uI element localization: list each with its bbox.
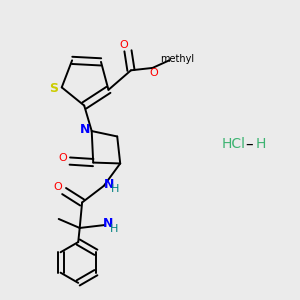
Text: O: O: [150, 68, 158, 78]
Text: S: S: [49, 82, 58, 95]
Text: methyl: methyl: [160, 54, 194, 64]
Text: H: H: [111, 184, 119, 194]
Text: –: –: [245, 136, 253, 152]
Text: H: H: [110, 224, 118, 234]
Text: HCl: HCl: [222, 137, 246, 151]
Text: N: N: [104, 178, 114, 191]
Text: N: N: [80, 123, 90, 136]
Text: O: O: [59, 153, 68, 163]
Text: H: H: [256, 137, 266, 151]
Text: O: O: [119, 40, 128, 50]
Text: O: O: [54, 182, 62, 192]
Text: N: N: [102, 217, 113, 230]
